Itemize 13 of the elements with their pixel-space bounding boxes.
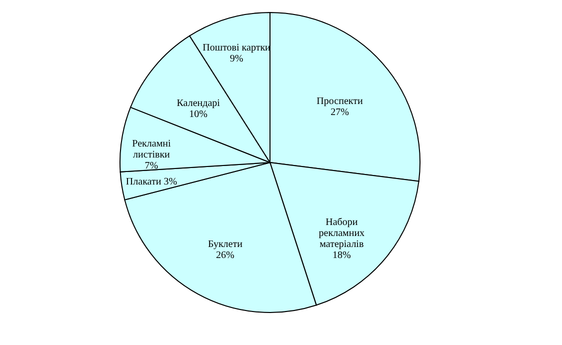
- slice-label: Проспекти: [316, 96, 364, 107]
- data-label: 26%: [216, 250, 234, 261]
- slice-label: Календарі: [176, 98, 220, 110]
- slice-label: Рекламні листівки: [132, 138, 171, 161]
- data-label: 10%: [189, 109, 208, 120]
- data-label: 27%: [330, 107, 349, 118]
- data-label: 9%: [230, 53, 244, 64]
- slice-label: Поштові картки: [202, 42, 272, 54]
- slice-label: Плакати 3%: [126, 176, 178, 188]
- slice-label: Буклети: [208, 238, 244, 250]
- slice-label: Набори рекламних матеріалів: [318, 216, 365, 250]
- data-label: 7%: [144, 160, 158, 172]
- data-label: 18%: [332, 250, 351, 261]
